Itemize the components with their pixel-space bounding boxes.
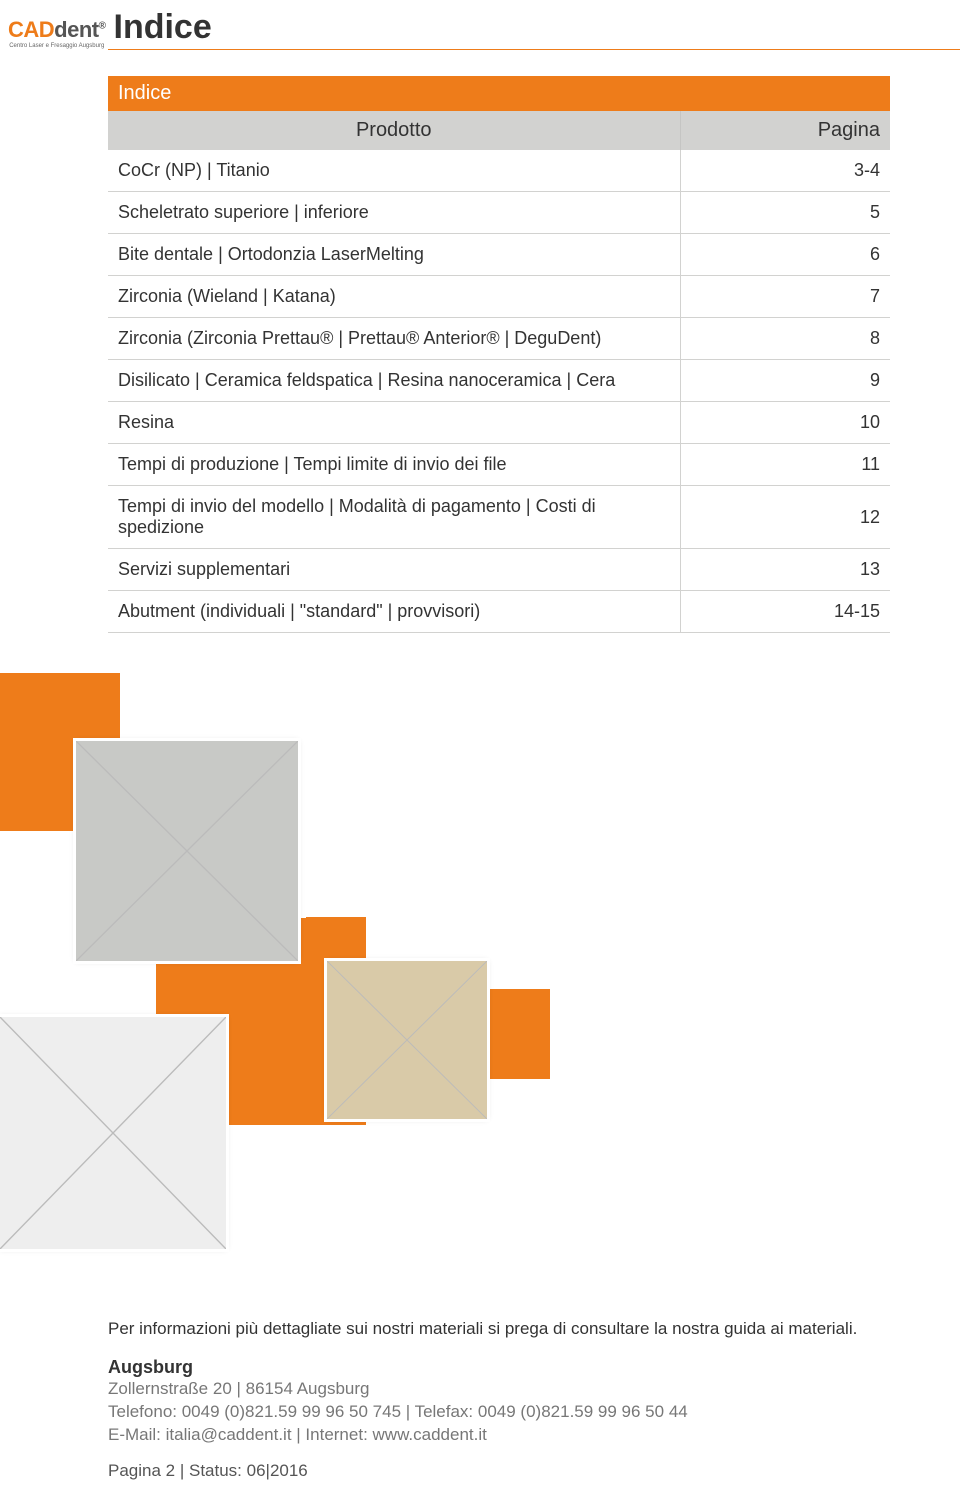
footer-address-2: Telefono: 0049 (0)821.59 99 96 50 745 | …	[108, 1401, 890, 1424]
index-table: Indice Prodotto Pagina CoCr (NP) | Titan…	[108, 76, 890, 633]
photo-cad-workstation	[76, 741, 298, 961]
page-header: CADdent® Centro Laser e Fresaggio Augsbu…	[0, 0, 960, 49]
footer-address-1: Zollernstraße 20 | 86154 Augsburg	[108, 1378, 890, 1401]
cell-product: Zirconia (Zirconia Prettau® | Prettau® A…	[108, 318, 680, 360]
table-row: Zirconia (Wieland | Katana)7	[108, 276, 890, 318]
cell-product: Abutment (individuali | "standard" | pro…	[108, 591, 680, 633]
cell-page: 8	[680, 318, 890, 360]
table-band: Indice	[108, 76, 890, 111]
photo-metal-framework	[0, 1017, 226, 1249]
cell-page: 12	[680, 486, 890, 549]
cell-page: 13	[680, 549, 890, 591]
footer-info: Per informazioni più dettagliate sui nos…	[108, 1319, 890, 1339]
table-row: Disilicato | Ceramica feldspatica | Resi…	[108, 360, 890, 402]
cell-page: 14-15	[680, 591, 890, 633]
cell-product: Disilicato | Ceramica feldspatica | Resi…	[108, 360, 680, 402]
cell-page: 6	[680, 234, 890, 276]
table-row: Tempi di produzione | Tempi limite di in…	[108, 444, 890, 486]
cell-product: Scheletrato superiore | inferiore	[108, 192, 680, 234]
footer-location: Augsburg	[108, 1357, 890, 1378]
cell-product: Tempi di invio del modello | Modalità di…	[108, 486, 680, 549]
logo-registered: ®	[99, 21, 106, 32]
table-row: Tempi di invio del modello | Modalità di…	[108, 486, 890, 549]
footer-address-3: E-Mail: italia@caddent.it | Internet: ww…	[108, 1424, 890, 1447]
photo-dental-model	[327, 961, 487, 1119]
table-row: Bite dentale | Ortodonzia LaserMelting6	[108, 234, 890, 276]
table-row: Scheletrato superiore | inferiore5	[108, 192, 890, 234]
page-title: Indice	[114, 8, 212, 49]
accent-block	[488, 989, 550, 1079]
brand-logo: CADdent® Centro Laser e Fresaggio Augsbu…	[8, 17, 106, 49]
table-row: Servizi supplementari13	[108, 549, 890, 591]
col-product: Prodotto	[108, 111, 680, 150]
cell-product: Zirconia (Wieland | Katana)	[108, 276, 680, 318]
cell-product: Servizi supplementari	[108, 549, 680, 591]
cell-product: Tempi di produzione | Tempi limite di in…	[108, 444, 680, 486]
image-collage	[0, 673, 960, 1293]
cell-product: CoCr (NP) | Titanio	[108, 150, 680, 192]
cell-page: 11	[680, 444, 890, 486]
table-row: Resina10	[108, 402, 890, 444]
col-page: Pagina	[680, 111, 890, 150]
cell-page: 5	[680, 192, 890, 234]
cell-page: 10	[680, 402, 890, 444]
cell-product: Resina	[108, 402, 680, 444]
table-row: Zirconia (Zirconia Prettau® | Prettau® A…	[108, 318, 890, 360]
logo-dent-text: dent	[54, 17, 98, 42]
table-row: CoCr (NP) | Titanio3-4	[108, 150, 890, 192]
logo-cad-text: CAD	[8, 17, 54, 42]
cell-page: 9	[680, 360, 890, 402]
logo-subtitle: Centro Laser e Fresaggio Augsburg	[9, 43, 104, 49]
footer-status: Pagina 2 | Status: 06|2016	[108, 1461, 890, 1481]
page-footer: Per informazioni più dettagliate sui nos…	[0, 1319, 960, 1511]
cell-product: Bite dentale | Ortodonzia LaserMelting	[108, 234, 680, 276]
table-row: Abutment (individuali | "standard" | pro…	[108, 591, 890, 633]
cell-page: 3-4	[680, 150, 890, 192]
cell-page: 7	[680, 276, 890, 318]
